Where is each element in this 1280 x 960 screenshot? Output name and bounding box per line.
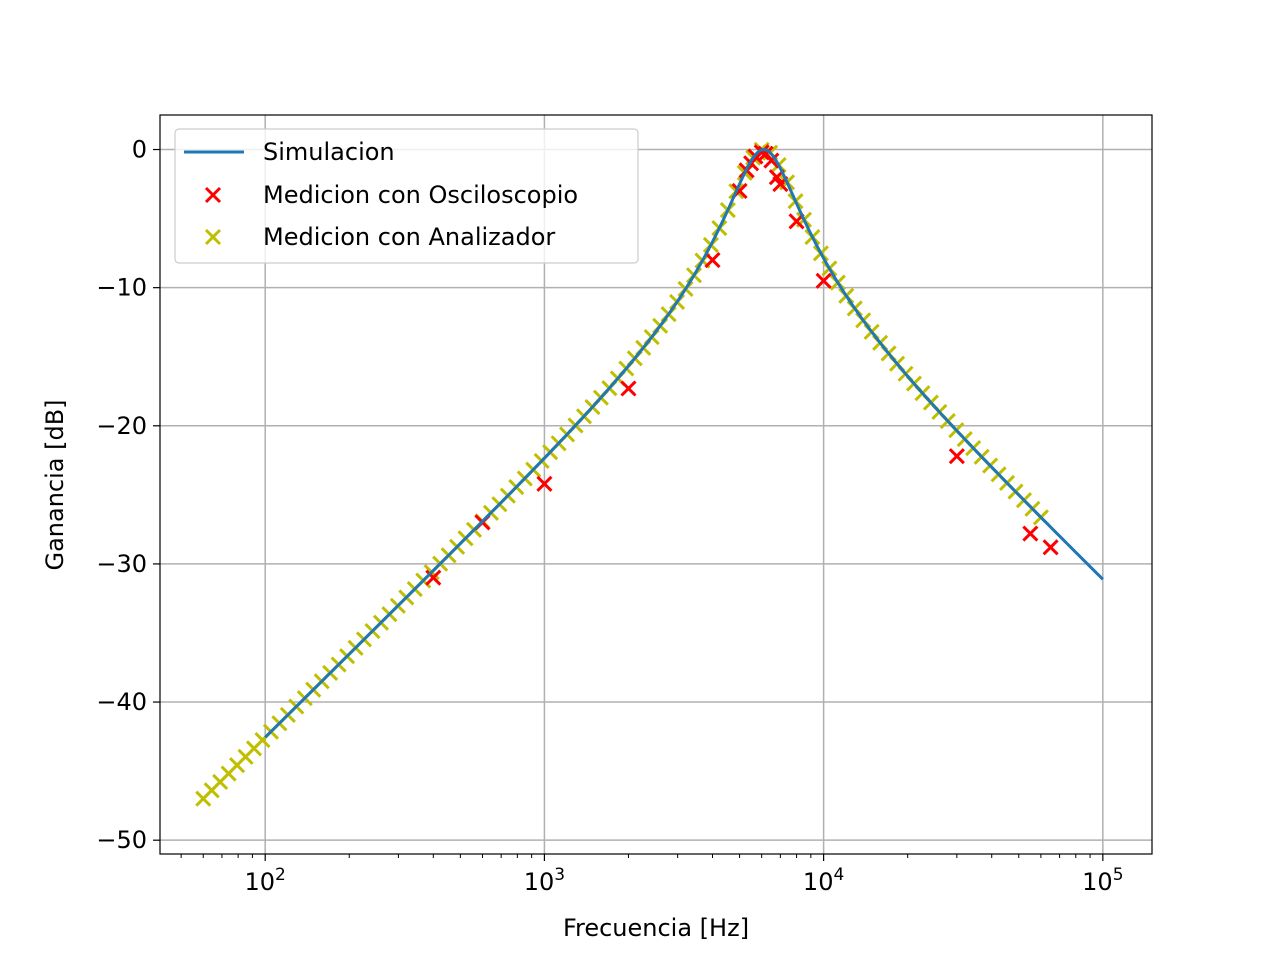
osciloscopio-point: [948, 448, 965, 465]
x-tick-exponent: 5: [1113, 865, 1124, 885]
osciloscopio-point: [536, 475, 553, 492]
x-tick-label: 105: [1082, 865, 1123, 896]
osciloscopio-point: [620, 380, 637, 397]
series-layer: [195, 141, 1104, 807]
x-tick-base: 10: [524, 868, 555, 896]
simulacion-line: [264, 148, 1104, 739]
x-tick-exponent: 4: [833, 865, 844, 885]
osciloscopio-point: [425, 569, 442, 586]
y-axis-label: Ganancia [dB]: [41, 399, 69, 570]
plot-area: [195, 141, 1104, 807]
legend-label-osciloscopio: Medicion con Osciloscopio: [263, 181, 578, 209]
y-tick-label: −50: [96, 826, 147, 854]
legend-label-simulacion: Simulacion: [263, 138, 395, 166]
legend-swatch-analizador: [204, 228, 222, 246]
y-tick-label: −30: [96, 550, 147, 578]
osciloscopio-point: [763, 152, 780, 169]
x-tick-base: 10: [1082, 868, 1113, 896]
x-tick-base: 10: [803, 868, 834, 896]
y-tick-label: −10: [96, 274, 147, 302]
osciloscopio-point: [1022, 525, 1039, 542]
y-axis: 0 −10 −20 −30 −40 −50: [96, 136, 160, 854]
plot-frame: [159, 114, 1153, 855]
y-tick-label: −40: [96, 688, 147, 716]
x-tick-exponent: 2: [275, 865, 286, 885]
x-tick-base: 10: [245, 868, 276, 896]
y-tick-label: 0: [132, 136, 147, 164]
osciloscopio-point: [815, 272, 832, 289]
x-axis: 102 103 104 105: [180, 854, 1124, 896]
osciloscopio-point: [704, 251, 721, 269]
legend-box: [174, 128, 639, 264]
x-tick-label: 104: [803, 865, 844, 896]
x-tick-exponent: 3: [554, 865, 565, 885]
x-tick-label: 102: [245, 865, 286, 896]
legend-swatch-osciloscopio: [204, 186, 222, 204]
osciloscopio-point: [1042, 539, 1059, 556]
x-tick-label: 103: [524, 865, 565, 896]
x-axis-label: Frecuencia [Hz]: [563, 914, 749, 942]
legend: Simulacion Medicion con Osciloscopio Med…: [174, 128, 639, 264]
legend-label-analizador: Medicion con Analizador: [263, 223, 555, 251]
y-tick-label: −20: [96, 412, 147, 440]
